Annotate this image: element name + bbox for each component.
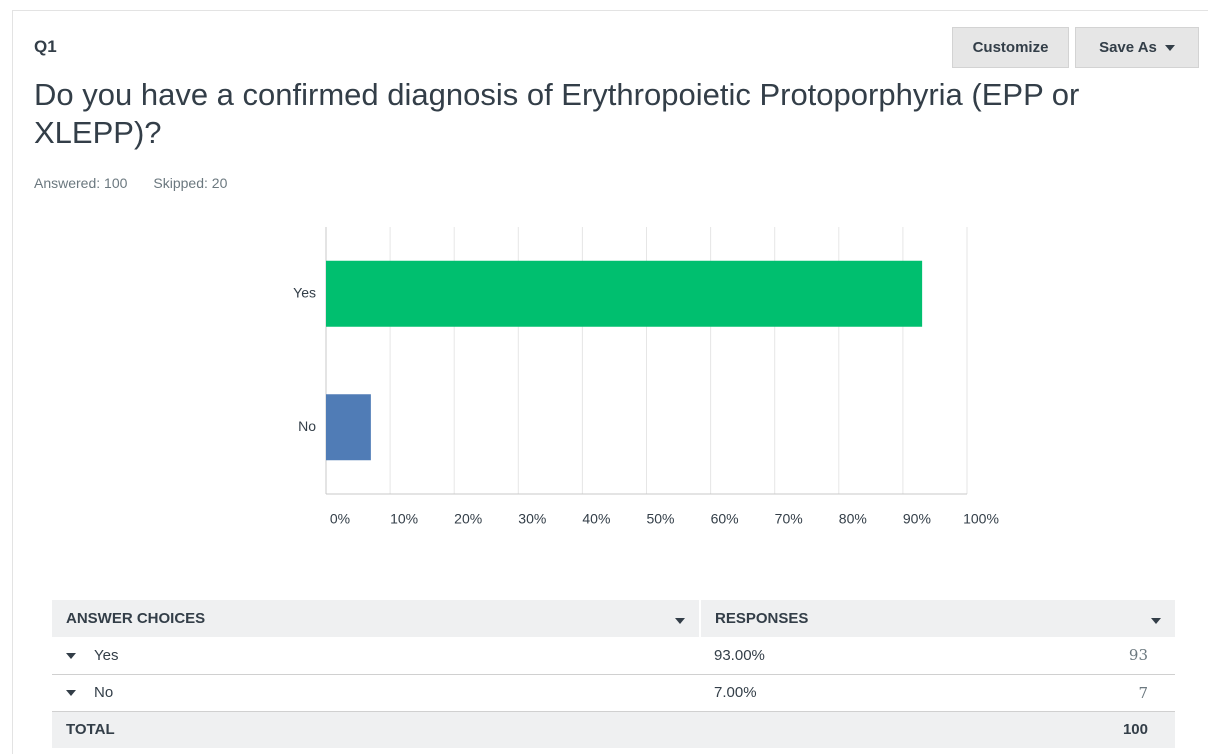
- expand-arrow: [66, 652, 76, 659]
- expand-arrow: [66, 690, 76, 697]
- table-row: No 7.00% 7: [52, 674, 1175, 712]
- x-tick-label: 80%: [839, 511, 867, 527]
- percent: 93.00%: [700, 637, 959, 675]
- x-tick-label: 60%: [711, 511, 739, 527]
- x-tick-label: 0%: [330, 511, 350, 527]
- dropdown-arrow: [1164, 44, 1175, 51]
- y-tick-label: Yes: [293, 284, 316, 300]
- answer-cell[interactable]: No: [52, 674, 700, 712]
- x-tick-label: 70%: [775, 511, 803, 527]
- skipped: Skipped: 20: [153, 175, 228, 191]
- customize-button[interactable]: Customize: [952, 27, 1069, 68]
- total-label: TOTAL: [52, 711, 959, 748]
- table-row: Yes 93.00% 93: [52, 637, 1175, 675]
- sort-arrow: [675, 618, 685, 624]
- x-tick-label: 50%: [646, 511, 674, 527]
- x-tick-label: 10%: [390, 511, 418, 527]
- question-number: Q1: [34, 37, 57, 56]
- answer-cell[interactable]: Yes: [52, 637, 700, 675]
- percent: 7.00%: [700, 674, 959, 712]
- column-header[interactable]: ANSWER CHOICES: [52, 600, 701, 637]
- bar: [326, 394, 371, 461]
- x-tick-label: 90%: [903, 511, 931, 527]
- x-tick-label: 100%: [963, 511, 999, 527]
- column-header[interactable]: RESPONSES: [700, 600, 1175, 637]
- column-label: RESPONSES: [715, 610, 809, 627]
- sort-arrow: [1151, 618, 1161, 624]
- save-as-button[interactable]: Save As: [1075, 27, 1199, 68]
- stats: Answered: 100 Skipped: 20: [34, 175, 253, 191]
- button-label: Save As: [1099, 39, 1157, 56]
- total-count: 100: [958, 711, 1175, 748]
- count: 7: [958, 674, 1175, 712]
- answer: No: [94, 684, 114, 701]
- table-header: ANSWER CHOICES RESPONSES: [52, 600, 1175, 637]
- x-tick-label: 20%: [454, 511, 482, 527]
- column-label: ANSWER CHOICES: [66, 610, 206, 627]
- panel: [12, 10, 1208, 754]
- x-tick-label: 30%: [518, 511, 546, 527]
- results-table: ANSWER CHOICES RESPONSES Yes 93.00% 93 N…: [52, 600, 1175, 748]
- y-tick-label: No: [298, 418, 316, 434]
- count: 93: [958, 637, 1175, 675]
- question-title: Do you have a confirmed diagnosis of Ery…: [34, 77, 1080, 150]
- x-tick-label: 40%: [582, 511, 610, 527]
- answered: Answered: 100: [34, 175, 128, 191]
- chart: 0% 10% 20% 30% 40% 50% 60% 70% 80% 90% 100% Yes No: [293, 227, 999, 527]
- button-label: Customize: [972, 39, 1049, 56]
- total-row: TOTAL 100: [52, 711, 1175, 748]
- bar: [326, 260, 923, 327]
- answer: Yes: [94, 646, 119, 664]
